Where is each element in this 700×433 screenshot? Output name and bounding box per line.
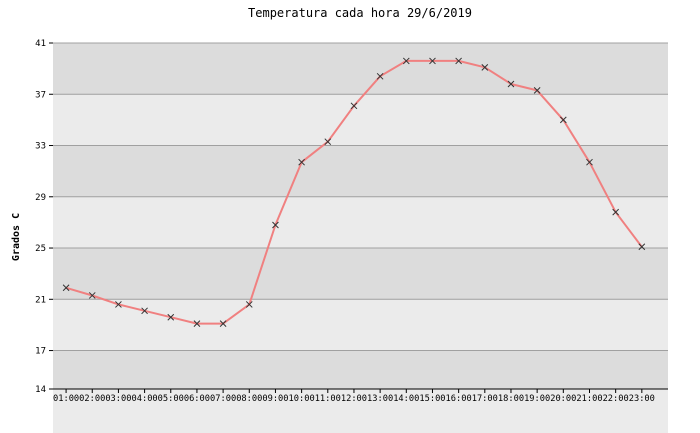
x-tick-label: 02:00 (79, 394, 105, 404)
x-tick-label: 09:00 (262, 394, 288, 404)
x-tick-label: 04:00 (132, 394, 158, 404)
plot-background-bands (53, 43, 668, 433)
x-tick-label: 20:00 (550, 394, 576, 404)
x-tick-label: 14:00 (393, 394, 419, 404)
x-tick-label: 22:00 (603, 394, 629, 404)
x-tick-label: 07:00 (210, 394, 236, 404)
data-point (115, 301, 122, 308)
x-tick-label: 06:00 (184, 394, 210, 404)
background-band (53, 299, 668, 351)
data-point (350, 102, 358, 110)
data-point (481, 63, 489, 71)
y-axis-ticks: 14 17 21 25 29 33 37 41 (35, 39, 53, 395)
data-point (62, 284, 70, 292)
background-band (53, 248, 668, 300)
x-tick-label: 15:00 (419, 394, 445, 404)
x-tick-label: 13:00 (367, 394, 393, 404)
y-tick-label: 25 (35, 244, 46, 254)
x-tick-label: 08:00 (236, 394, 262, 404)
x-tick-label: 11:00 (315, 394, 341, 404)
x-tick-label: 19:00 (524, 394, 550, 404)
data-point-markers (62, 57, 646, 327)
x-axis-label-strip (53, 389, 668, 433)
data-point (298, 158, 305, 166)
x-tick-label: 01:00 (53, 394, 79, 404)
x-tick-label: 16:00 (446, 394, 472, 404)
background-band (53, 145, 668, 197)
data-point (638, 243, 646, 251)
data-point (324, 138, 332, 146)
x-tick-label: 23:00 (629, 394, 655, 404)
data-point (88, 292, 96, 299)
x-tick-label: 17:00 (472, 394, 498, 404)
data-point (193, 320, 201, 327)
data-point (167, 313, 175, 321)
data-point (455, 57, 462, 65)
background-band (53, 350, 668, 389)
data-point (612, 208, 620, 216)
background-band (53, 94, 668, 146)
x-tick-label: 03:00 (105, 394, 131, 404)
y-axis-label: Grados C (11, 213, 22, 261)
background-band (53, 196, 668, 249)
data-point (141, 307, 148, 315)
y-tick-label: 33 (35, 142, 46, 152)
data-point (507, 80, 515, 88)
x-tick-label: 10:00 (289, 394, 315, 404)
y-tick-label: 29 (35, 193, 46, 203)
y-tick-label: 21 (35, 295, 46, 305)
data-point (559, 116, 567, 124)
data-point (402, 57, 410, 65)
y-tick-label: 17 (35, 347, 46, 357)
data-point (586, 158, 593, 166)
data-point (219, 320, 227, 327)
x-tick-label: 18:00 (498, 394, 524, 404)
x-tick-label: 12:00 (341, 394, 367, 404)
data-point (429, 57, 436, 65)
x-tick-label: 05:00 (158, 394, 184, 404)
data-point (245, 301, 253, 308)
y-tick-label: 14 (35, 385, 46, 395)
chart-title: Temperatura cada hora 29/6/2019 (248, 6, 472, 20)
y-tick-label: 41 (35, 39, 46, 49)
background-band (53, 43, 668, 95)
y-tick-label: 37 (35, 90, 46, 100)
x-axis-ticks: 01:00 02:00 03:00 04:00 05:00 06:00 07:00 08:00… (53, 388, 668, 404)
data-point (272, 221, 279, 229)
x-tick-label: 21:00 (576, 394, 602, 404)
data-point (533, 87, 541, 94)
data-point (376, 72, 384, 80)
